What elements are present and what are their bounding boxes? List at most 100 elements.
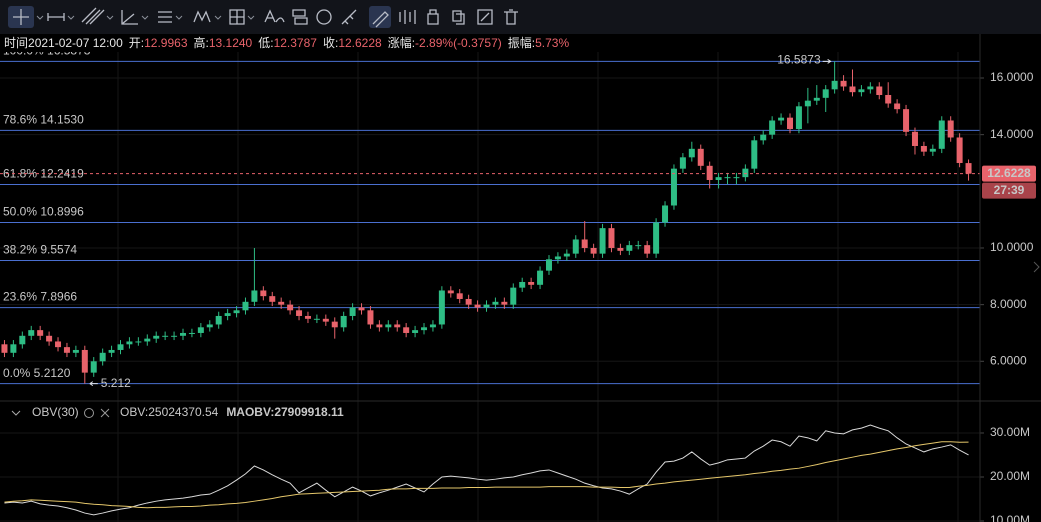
info-label: 开: bbox=[129, 36, 144, 50]
candle-body bbox=[447, 290, 454, 294]
candle-body bbox=[858, 89, 865, 93]
collapse-icon[interactable] bbox=[11, 410, 21, 416]
delete-tool[interactable] bbox=[504, 9, 518, 25]
candle-body bbox=[537, 270, 544, 285]
candle-body bbox=[162, 335, 169, 337]
candle-body bbox=[831, 80, 838, 90]
magnet-tool[interactable] bbox=[316, 9, 332, 25]
candle-body bbox=[197, 327, 204, 333]
candle-body bbox=[956, 137, 963, 163]
candle-body bbox=[349, 307, 356, 316]
candle-body bbox=[251, 290, 258, 302]
candle-body bbox=[19, 335, 26, 345]
candle-body bbox=[724, 177, 731, 179]
info-value: 2021-02-07 12:00 bbox=[28, 36, 123, 50]
candle-body bbox=[778, 117, 785, 121]
indicator-line bbox=[4, 424, 969, 516]
scroll-arrow[interactable] bbox=[1033, 261, 1040, 273]
info-value: -2.89%(-0.3757) bbox=[415, 36, 502, 50]
settings-icon[interactable] bbox=[84, 408, 94, 418]
y-tick-label: 10.0000 bbox=[990, 240, 1034, 254]
candle-body bbox=[528, 281, 535, 285]
candle-body bbox=[376, 324, 383, 328]
candle-body bbox=[10, 344, 17, 353]
candle-body bbox=[63, 347, 70, 353]
candle-body bbox=[287, 304, 294, 311]
candle-body bbox=[581, 239, 588, 248]
candle-body bbox=[242, 301, 249, 311]
info-value: 12.6228 bbox=[338, 36, 382, 50]
countdown-label: 27:39 bbox=[994, 183, 1025, 197]
candle-body bbox=[644, 245, 651, 254]
candle-body bbox=[429, 324, 436, 328]
candle-body bbox=[653, 222, 660, 254]
candle-body bbox=[322, 318, 329, 322]
wave-tool[interactable] bbox=[193, 10, 211, 23]
candle-body bbox=[340, 315, 347, 328]
copy-tool[interactable] bbox=[452, 10, 465, 25]
info-bar: 时间2021-02-07 12:00 开:12.9963 高:13.1240 低:12… bbox=[4, 35, 569, 50]
toolbar-background bbox=[0, 0, 1041, 34]
candle-body bbox=[296, 310, 303, 316]
ruler-tool[interactable] bbox=[341, 9, 357, 25]
y-tick-label: 10.00M bbox=[990, 513, 1030, 522]
candle-body bbox=[822, 89, 829, 98]
candle-body bbox=[590, 247, 597, 254]
candle-body bbox=[572, 239, 579, 254]
candle-body bbox=[188, 332, 195, 334]
y-tick-label: 6.0000 bbox=[990, 353, 1027, 367]
candle-body bbox=[813, 97, 820, 101]
candle-body bbox=[938, 120, 945, 149]
candle-body bbox=[260, 290, 267, 297]
y-tick-label: 8.0000 bbox=[990, 297, 1027, 311]
angle-tool[interactable] bbox=[121, 10, 138, 25]
candle-body bbox=[894, 103, 901, 110]
candle-body bbox=[171, 335, 178, 337]
info-bar-background bbox=[0, 34, 980, 52]
y-tick-label: 16.0000 bbox=[990, 70, 1034, 84]
indicator-line bbox=[4, 441, 969, 509]
hide-tool[interactable] bbox=[477, 9, 493, 25]
bars-tool[interactable] bbox=[399, 10, 416, 24]
candle-body bbox=[421, 327, 428, 331]
candle-body bbox=[278, 301, 285, 305]
candle-body bbox=[385, 324, 392, 328]
candle-body bbox=[1, 344, 8, 353]
candle-body bbox=[903, 109, 910, 132]
candle-body bbox=[947, 120, 954, 138]
candle-body bbox=[626, 245, 633, 251]
hline-tool[interactable] bbox=[47, 13, 65, 21]
y-tick-label: 14.0000 bbox=[990, 127, 1034, 141]
box-tool[interactable] bbox=[229, 9, 245, 25]
candle-body bbox=[679, 157, 686, 169]
indicator-title: OBV(30) bbox=[32, 405, 79, 419]
close-icon[interactable] bbox=[100, 408, 110, 418]
candle-body bbox=[563, 253, 570, 257]
y-tick-label: 30.00M bbox=[990, 425, 1030, 439]
lock-tool[interactable] bbox=[427, 9, 439, 25]
candle-body bbox=[608, 228, 615, 248]
fib-tool[interactable] bbox=[158, 11, 172, 23]
candle-body bbox=[135, 341, 142, 343]
candle-body bbox=[840, 80, 847, 87]
candle-body bbox=[153, 335, 160, 339]
candle-body bbox=[492, 301, 499, 305]
crosshair-icon bbox=[13, 9, 29, 25]
note-tool[interactable] bbox=[292, 9, 308, 25]
candle-body bbox=[867, 86, 874, 90]
candle-body bbox=[412, 330, 419, 333]
candle-body bbox=[554, 256, 561, 260]
candle-body bbox=[787, 117, 794, 129]
candle-body bbox=[510, 287, 517, 305]
candle-body bbox=[804, 100, 811, 107]
candle-body bbox=[965, 163, 972, 174]
candle-body bbox=[117, 344, 124, 350]
candle-body bbox=[483, 304, 490, 308]
text-tool[interactable] bbox=[264, 9, 285, 23]
candle-body bbox=[456, 293, 463, 299]
pen-icon bbox=[372, 11, 389, 28]
candle-body bbox=[751, 140, 758, 169]
parallel-tool[interactable] bbox=[81, 7, 105, 25]
candle-body bbox=[108, 349, 115, 353]
